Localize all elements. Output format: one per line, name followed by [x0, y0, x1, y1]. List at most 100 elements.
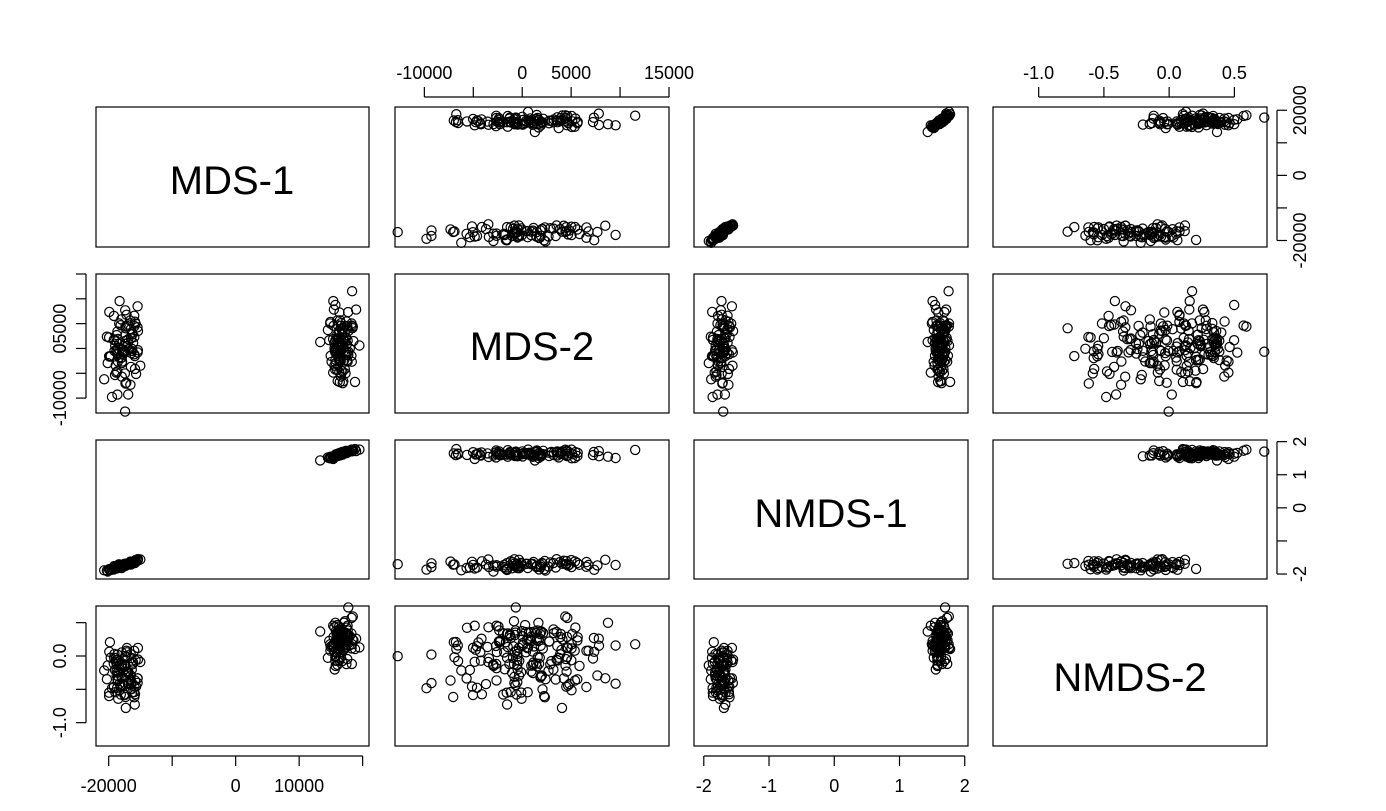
data-point [103, 564, 115, 575]
data-point [712, 653, 724, 664]
data-point [120, 558, 132, 570]
data-point [98, 665, 110, 676]
data-point [476, 114, 487, 125]
data-point [538, 564, 550, 575]
panel-frame-nmds-1-vs-mds-1 [95, 439, 370, 580]
data-point [112, 389, 123, 400]
data-point [570, 622, 581, 633]
data-point [727, 360, 738, 371]
data-point [509, 646, 520, 657]
data-point [1148, 349, 1159, 361]
data-point [1192, 355, 1204, 366]
tick-label: -1.0 [50, 707, 70, 738]
data-point [1259, 112, 1270, 123]
data-point [328, 304, 340, 315]
data-point [1125, 305, 1137, 316]
data-point [533, 617, 544, 629]
data-point [1118, 236, 1129, 247]
data-point [564, 678, 575, 690]
data-point [526, 666, 537, 677]
data-point [510, 679, 521, 691]
data-point [572, 674, 583, 685]
data-point [336, 323, 347, 335]
data-point [125, 557, 137, 569]
data-point [331, 627, 343, 638]
data-point [119, 670, 131, 681]
data-point [710, 670, 721, 681]
data-point [119, 689, 131, 701]
data-point [1085, 332, 1096, 343]
data-point [570, 113, 581, 124]
data-point [330, 651, 341, 663]
data-point [532, 119, 543, 130]
data-point [1106, 560, 1118, 572]
data-point [335, 641, 346, 653]
data-point [483, 554, 494, 565]
data-point [1080, 343, 1091, 354]
data-point [1202, 116, 1213, 127]
data-point [123, 672, 134, 683]
data-point [488, 660, 499, 672]
data-point [562, 680, 574, 691]
data-point [551, 626, 562, 638]
data-point [1135, 374, 1146, 385]
panel-frame-mds-1-vs-nmds-1 [693, 106, 969, 248]
data-point [502, 445, 513, 456]
data-point [421, 233, 432, 244]
data-point [501, 687, 512, 698]
diag-label-mds-1: MDS-1 [170, 159, 294, 203]
data-point [473, 637, 484, 648]
data-point [1210, 325, 1222, 337]
data-point [505, 686, 516, 698]
panel-frame-nmds-2-vs-mds-1 [95, 605, 370, 747]
panel-frame-nmds-1-vs-nmds-2 [992, 439, 1268, 580]
data-point [708, 637, 720, 648]
data-point [1163, 406, 1174, 417]
data-point [939, 602, 951, 613]
data-point [610, 640, 621, 651]
data-point [132, 325, 144, 337]
data-point [104, 306, 115, 318]
data-point [1154, 119, 1166, 130]
data-point [346, 350, 357, 361]
data-point [1182, 337, 1194, 348]
data-point [1192, 329, 1203, 340]
data-point [125, 670, 137, 681]
data-point [592, 560, 603, 571]
data-point [1163, 559, 1174, 570]
data-point [1149, 561, 1160, 573]
data-point [938, 336, 950, 347]
data-point [1195, 448, 1206, 459]
data-point [555, 115, 566, 127]
data-point [129, 699, 140, 710]
data-point [593, 108, 605, 119]
tick-label: 0.0 [50, 643, 70, 668]
data-point [340, 368, 351, 379]
data-point [1143, 560, 1154, 572]
data-point [1119, 371, 1131, 382]
data-point [1160, 561, 1171, 572]
data-point [592, 226, 603, 238]
data-point [556, 226, 568, 237]
data-point [491, 658, 502, 670]
data-point [1223, 356, 1234, 367]
data-point [931, 315, 942, 326]
data-point [1104, 368, 1115, 380]
data-point [504, 446, 516, 458]
data-point [98, 565, 110, 576]
data-point [707, 332, 719, 343]
data-point [521, 117, 532, 128]
data-point [1221, 355, 1232, 366]
data-point [1137, 119, 1149, 130]
data-point [1125, 226, 1137, 238]
data-point [727, 654, 739, 665]
data-point [1087, 559, 1099, 571]
data-point [315, 336, 326, 348]
data-point [515, 667, 527, 678]
tick-label: 5000 [551, 63, 591, 83]
data-point [938, 627, 950, 639]
data-point [717, 378, 728, 389]
data-point [593, 633, 605, 644]
data-point [1232, 347, 1243, 358]
data-point [448, 637, 459, 648]
